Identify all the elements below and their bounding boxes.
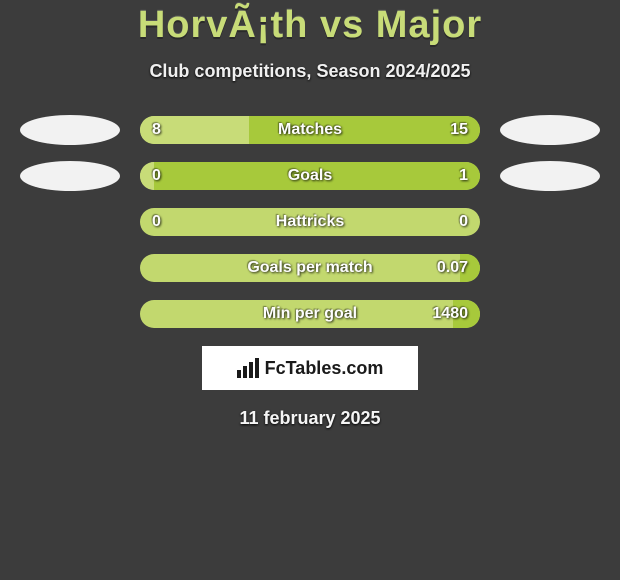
stats-container: 8 Matches 15 0 Goals 1 0 Hattricks 0 Goals per ma… [0,116,620,328]
player-left-marker [20,115,120,145]
player-right-marker [500,161,600,191]
stat-bar-overlay: Goals per match 0.07 [140,254,480,282]
stat-left-value: 0 [152,167,161,185]
player-right-marker [500,207,600,237]
player-right-marker [500,253,600,283]
stat-bar: 0 Hattricks 0 [140,208,480,236]
stat-bar-overlay: Min per goal 1480 [140,300,480,328]
player-left-marker [20,161,120,191]
stat-left-value: 0 [152,213,161,231]
footer-date: 11 february 2025 [0,408,620,429]
stat-bar: 0 Goals 1 [140,162,480,190]
page-subtitle: Club competitions, Season 2024/2025 [0,61,620,82]
stat-bar-overlay: 8 Matches 15 [140,116,480,144]
stat-bar: 8 Matches 15 [140,116,480,144]
stat-row: 8 Matches 15 [0,116,620,144]
stat-bar: Goals per match 0.07 [140,254,480,282]
bar-chart-icon [237,358,259,378]
stat-left-value: 8 [152,121,161,139]
player-left-marker [20,207,120,237]
stat-right-value: 0 [459,213,468,231]
stat-right-value: 0.07 [437,259,468,277]
attribution-badge: FcTables.com [202,346,418,390]
stat-row: 0 Hattricks 0 [0,208,620,236]
stat-label: Hattricks [276,213,344,231]
stat-row: Min per goal 1480 [0,300,620,328]
stat-right-value: 1480 [432,305,468,323]
player-left-marker [20,299,120,329]
stat-label: Matches [278,121,342,139]
player-right-marker [500,115,600,145]
stat-label: Min per goal [263,305,357,323]
stat-bar-overlay: 0 Goals 1 [140,162,480,190]
stat-bar: Min per goal 1480 [140,300,480,328]
stat-right-value: 1 [459,167,468,185]
attribution-text: FcTables.com [265,358,384,379]
stat-label: Goals [288,167,332,185]
page-title: HorvÃ¡th vs Major [0,0,620,47]
stat-label: Goals per match [247,259,372,277]
player-left-marker [20,253,120,283]
stat-row: Goals per match 0.07 [0,254,620,282]
stat-right-value: 15 [450,121,468,139]
stat-bar-overlay: 0 Hattricks 0 [140,208,480,236]
stat-row: 0 Goals 1 [0,162,620,190]
player-right-marker [500,299,600,329]
